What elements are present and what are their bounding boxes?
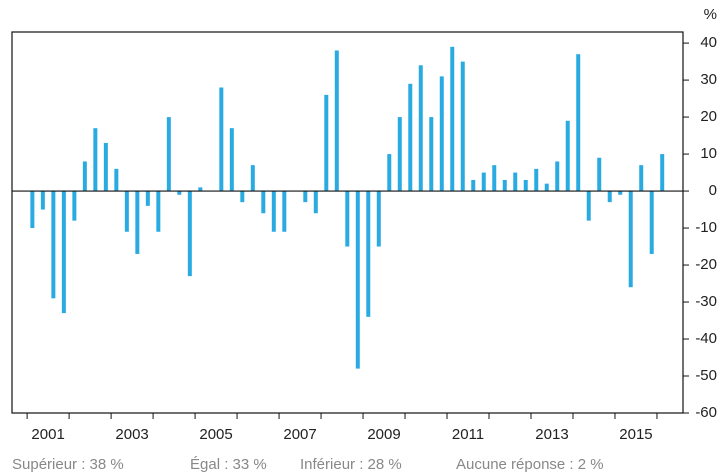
y-tick-label: 20 xyxy=(700,108,717,125)
bar xyxy=(534,168,539,192)
bar xyxy=(660,154,665,192)
y-tick-label: 40 xyxy=(700,34,717,51)
bar xyxy=(313,191,318,214)
bar xyxy=(124,191,129,232)
bar xyxy=(240,191,245,203)
bar xyxy=(439,76,444,192)
bar xyxy=(156,191,161,232)
x-tick-label: 2013 xyxy=(535,426,568,443)
bar xyxy=(51,191,56,299)
bar xyxy=(544,183,549,192)
bar xyxy=(607,191,612,203)
y-unit: % xyxy=(704,6,717,23)
bar xyxy=(334,50,339,192)
bar xyxy=(198,187,203,192)
bar xyxy=(303,191,308,203)
bar xyxy=(555,161,560,192)
bar xyxy=(586,191,591,221)
y-tick-label: -50 xyxy=(695,367,717,384)
y-tick-label: 0 xyxy=(709,182,717,199)
x-tick-label: 2005 xyxy=(199,426,232,443)
x-tick-label: 2009 xyxy=(367,426,400,443)
y-tick-label: -10 xyxy=(695,219,717,236)
bar xyxy=(460,61,465,192)
bar xyxy=(166,117,171,192)
bar xyxy=(177,191,182,195)
bar xyxy=(145,191,150,206)
bar xyxy=(597,157,602,192)
y-tick-label: 30 xyxy=(700,71,717,88)
bar xyxy=(82,161,87,192)
bar xyxy=(282,191,287,232)
bar xyxy=(649,191,654,254)
bar xyxy=(355,191,360,369)
bar xyxy=(229,128,234,192)
bar xyxy=(502,179,507,192)
x-tick-label: 2015 xyxy=(619,426,652,443)
bar xyxy=(565,120,570,192)
bar xyxy=(492,165,497,192)
bar xyxy=(61,191,66,314)
bar xyxy=(639,165,644,192)
bar xyxy=(397,117,402,192)
bar xyxy=(345,191,350,247)
bar xyxy=(114,168,119,192)
bar xyxy=(366,191,371,317)
bar xyxy=(187,191,192,277)
footer-text: Égal : 33 % xyxy=(190,456,267,473)
bar xyxy=(30,191,35,229)
y-tick-label: -30 xyxy=(695,293,717,310)
bar xyxy=(418,65,423,192)
x-tick-label: 2001 xyxy=(31,426,64,443)
y-tick-label: 10 xyxy=(700,145,717,162)
bar xyxy=(135,191,140,254)
footer-text: Aucune réponse : 2 % xyxy=(456,456,604,473)
bar xyxy=(219,87,224,192)
x-tick-label: 2007 xyxy=(283,426,316,443)
y-tick-label: -20 xyxy=(695,256,717,273)
footer-text: Inférieur : 28 % xyxy=(300,456,402,473)
bar xyxy=(523,179,528,192)
plot-frame xyxy=(11,31,684,414)
bar xyxy=(481,172,486,192)
bar xyxy=(513,172,518,192)
bar xyxy=(618,191,623,195)
bar xyxy=(576,54,581,192)
bar xyxy=(40,191,45,210)
y-tick-label: -60 xyxy=(695,404,717,421)
bar xyxy=(387,154,392,192)
bar xyxy=(93,128,98,192)
x-tick-label: 2003 xyxy=(115,426,148,443)
bar xyxy=(324,94,329,192)
bar xyxy=(408,83,413,192)
y-tick-label: -40 xyxy=(695,330,717,347)
x-tick-label: 2011 xyxy=(452,426,484,443)
bar xyxy=(471,179,476,192)
bar xyxy=(261,191,266,214)
bar xyxy=(376,191,381,247)
bar xyxy=(103,142,108,192)
bar xyxy=(429,117,434,192)
bar xyxy=(271,191,276,232)
bar xyxy=(250,165,255,192)
bar xyxy=(450,46,455,192)
bar xyxy=(72,191,77,221)
footer-text: Supérieur : 38 % xyxy=(12,456,124,473)
bar xyxy=(628,191,633,288)
